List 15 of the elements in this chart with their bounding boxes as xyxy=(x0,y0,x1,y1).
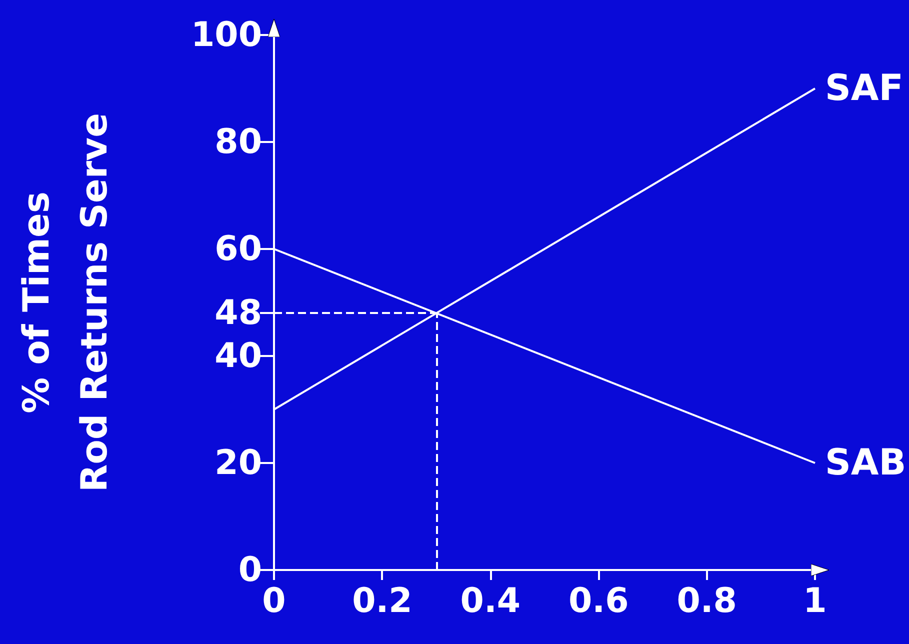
y-tick-label: 100 xyxy=(191,15,262,55)
x-tick-label: 0.6 xyxy=(568,581,629,621)
x-tick-label: 1 xyxy=(803,581,827,621)
y-tick-label: 48 xyxy=(214,293,262,334)
x-tick-label: 0.8 xyxy=(676,581,737,621)
y-tick-label: 0 xyxy=(238,550,262,590)
y-tick-label: 80 xyxy=(214,122,262,162)
series-label: SAB xyxy=(825,442,906,484)
y-tick-label: 40 xyxy=(214,336,262,376)
x-tick-label: 0.2 xyxy=(352,581,412,621)
y-tick-label: 60 xyxy=(214,229,262,269)
y-axis-title: % of Times Rod Returns Serve xyxy=(16,112,116,492)
series-label: SAF xyxy=(825,68,904,109)
y-tick-label: 20 xyxy=(214,443,262,483)
x-tick-label: 0.4 xyxy=(460,581,521,621)
